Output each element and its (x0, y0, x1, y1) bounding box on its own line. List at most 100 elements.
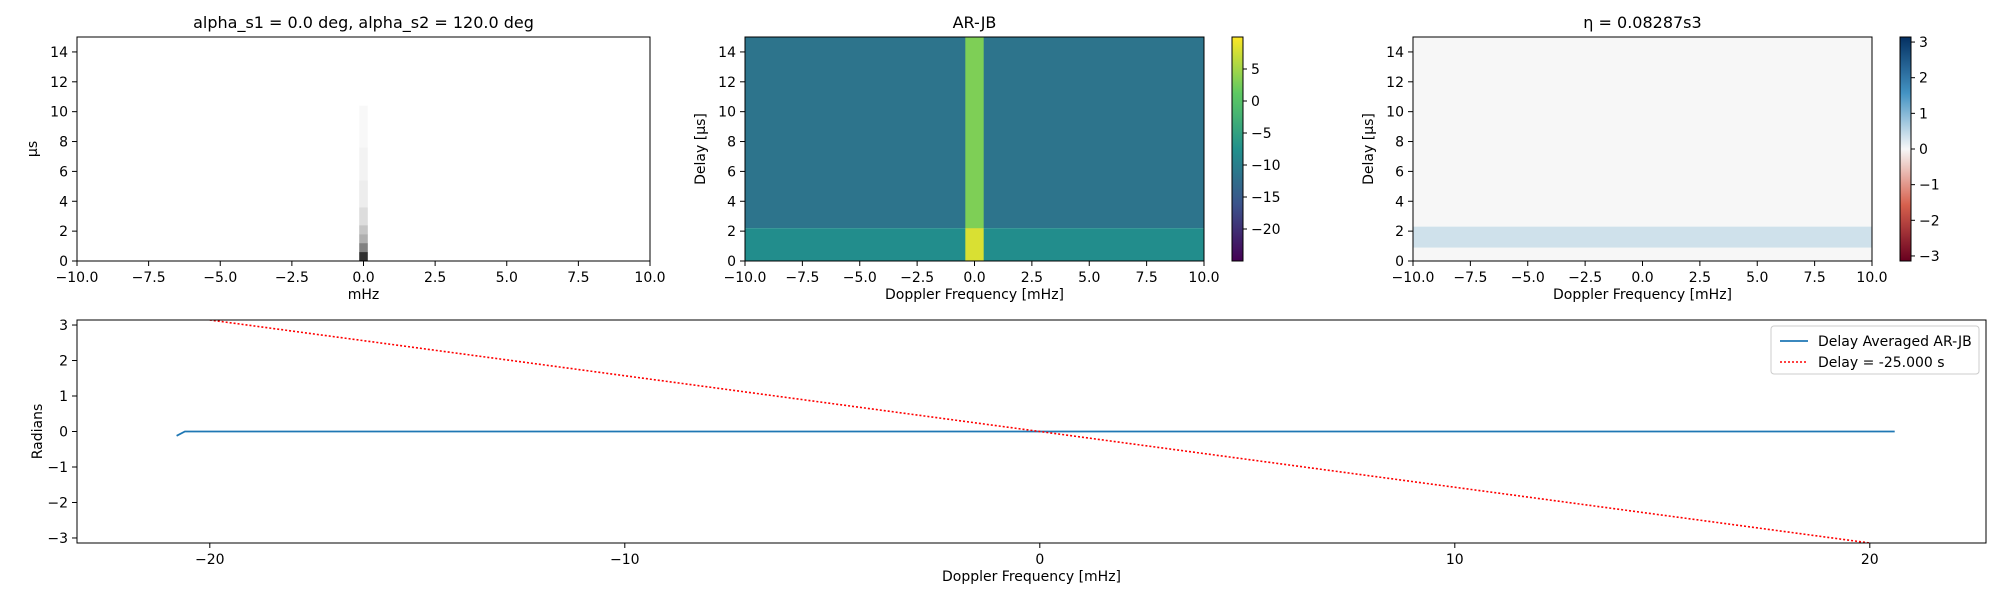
y-tick-label: 2 (59, 224, 68, 240)
y-tick-label: 1 (59, 389, 68, 405)
x-tick-label: −2.5 (275, 270, 309, 286)
series-line-2 (209, 320, 1870, 543)
y-tick-label: −2 (47, 495, 68, 511)
colorbar-tick-label: 2 (1919, 71, 1928, 87)
heatmap-cell (359, 180, 368, 208)
chart-title: AR-JB (953, 13, 997, 32)
heatmap-region (965, 37, 984, 229)
heatmap-region (965, 228, 984, 261)
colorbar-tick-label: −10 (1251, 158, 1281, 174)
y-tick-label: 0 (727, 254, 736, 270)
colorbar-tick-label: 5 (1251, 62, 1260, 78)
heatmap-cell (359, 243, 368, 253)
y-tick-label: 10 (50, 105, 68, 121)
plot-frame (76, 36, 651, 262)
x-tick-label: −10.0 (56, 270, 99, 286)
y-tick-label: 0 (1395, 254, 1404, 270)
legend-entry: Delay = -25.000 s (1818, 355, 1945, 371)
y-tick-label: 14 (1386, 45, 1404, 61)
colorbar (1899, 36, 1912, 262)
heatmap-region (1413, 226, 1872, 248)
y-tick-label: 12 (1386, 75, 1404, 91)
heatmap-cell (359, 225, 368, 235)
y-tick-label: 10 (1386, 105, 1404, 121)
x-tick-label: −2.5 (1568, 270, 1602, 286)
y-tick-label: 6 (1395, 164, 1404, 180)
y-tick-label: 8 (59, 135, 68, 151)
chart-panel-2: −10.0 −7.5 −5.0 −2.5 0.0 2.5 5.0 7.5 10.0 0 2 4 6 8 10… (693, 13, 1281, 303)
colorbar-tick-label: −5 (1251, 126, 1272, 142)
x-tick-label: 10.0 (1188, 270, 1219, 286)
colorbar-tick-label: 3 (1919, 35, 1928, 51)
x-tick-label: 2.5 (424, 270, 446, 286)
heatmap-region (1413, 37, 1872, 261)
y-tick-label: 8 (1395, 135, 1404, 151)
y-tick-label: 2 (1395, 224, 1404, 240)
x-tick-label: 5.0 (496, 270, 518, 286)
colorbar-tick-label: −15 (1251, 190, 1281, 206)
x-tick-label: 10.0 (634, 270, 665, 286)
chart-title: alpha_s1 = 0.0 deg, alpha_s2 = 120.0 deg (193, 13, 534, 33)
colorbar-tick-label: 1 (1919, 106, 1928, 122)
x-tick-label: 2.5 (1021, 270, 1043, 286)
y-tick-label: −3 (47, 531, 68, 547)
x-tick-label: 0 (1035, 552, 1044, 568)
heatmap-cell (359, 252, 368, 261)
plot-frame (76, 319, 1987, 544)
heatmap-cell (359, 105, 368, 148)
x-tick-label: 0.0 (963, 270, 985, 286)
x-tick-label: −10.0 (1392, 270, 1435, 286)
x-tick-label: −10.0 (724, 270, 767, 286)
y-tick-label: 3 (59, 318, 68, 334)
x-tick-label: −20 (195, 552, 225, 568)
plot-frame (744, 36, 1205, 262)
x-tick-label: −7.5 (785, 270, 819, 286)
y-tick-label: 2 (727, 224, 736, 240)
colorbar (1231, 36, 1244, 262)
y-tick-label: 14 (718, 45, 736, 61)
legend: Delay Averaged AR-JB Delay = -25.000 s (1770, 325, 1980, 375)
series-line-1 (176, 430, 1895, 437)
x-tick-label: −7.5 (1453, 270, 1487, 286)
y-tick-label: 4 (727, 194, 736, 210)
y-tick-label: 10 (718, 105, 736, 121)
x-tick-label: 7.5 (567, 270, 589, 286)
x-axis-label: Doppler Frequency [mHz] (942, 569, 1121, 585)
plot-area (745, 37, 1204, 261)
y-tick-label: 6 (59, 164, 68, 180)
colorbar-tick-label: −3 (1919, 249, 1940, 265)
x-tick-label: 0.0 (352, 270, 374, 286)
x-tick-label: −10 (610, 552, 640, 568)
legend-entry: Delay Averaged AR-JB (1818, 334, 1972, 350)
y-tick-label: 4 (59, 194, 68, 210)
y-tick-label: 0 (59, 254, 68, 270)
y-tick-label: 4 (1395, 194, 1404, 210)
y-tick-label: −1 (47, 460, 68, 476)
x-axis-label: Doppler Frequency [mHz] (885, 287, 1064, 303)
y-axis-label: µs (25, 141, 41, 157)
x-tick-label: −2.5 (900, 270, 934, 286)
colorbar-tick-label: −1 (1919, 178, 1940, 194)
y-tick-label: 12 (718, 75, 736, 91)
x-tick-label: 0.0 (1631, 270, 1653, 286)
colorbar-tick-label: −20 (1251, 222, 1281, 238)
heatmap-cell (359, 147, 368, 181)
x-tick-label: 7.5 (1803, 270, 1825, 286)
heatmap-cell (359, 234, 368, 244)
x-axis-label: mHz (348, 287, 380, 303)
y-tick-label: 2 (59, 354, 68, 370)
colorbar-tick-label: 0 (1251, 94, 1260, 110)
x-tick-label: 2.5 (1689, 270, 1711, 286)
chart-panel-3: −10.0 −7.5 −5.0 −2.5 0.0 2.5 5.0 7.5 10.00246810… (1361, 13, 1940, 303)
plot-area (176, 320, 1895, 543)
x-tick-label: −7.5 (132, 270, 166, 286)
x-axis-label: Doppler Frequency [mHz] (1553, 287, 1732, 303)
plot-area (359, 105, 368, 261)
y-tick-label: 6 (727, 164, 736, 180)
x-tick-label: 10 (1446, 552, 1464, 568)
y-axis-label: Delay [µs] (693, 113, 709, 185)
x-tick-label: 20 (1861, 552, 1879, 568)
legend-box (1770, 325, 1980, 375)
heatmap-cell (359, 207, 368, 226)
